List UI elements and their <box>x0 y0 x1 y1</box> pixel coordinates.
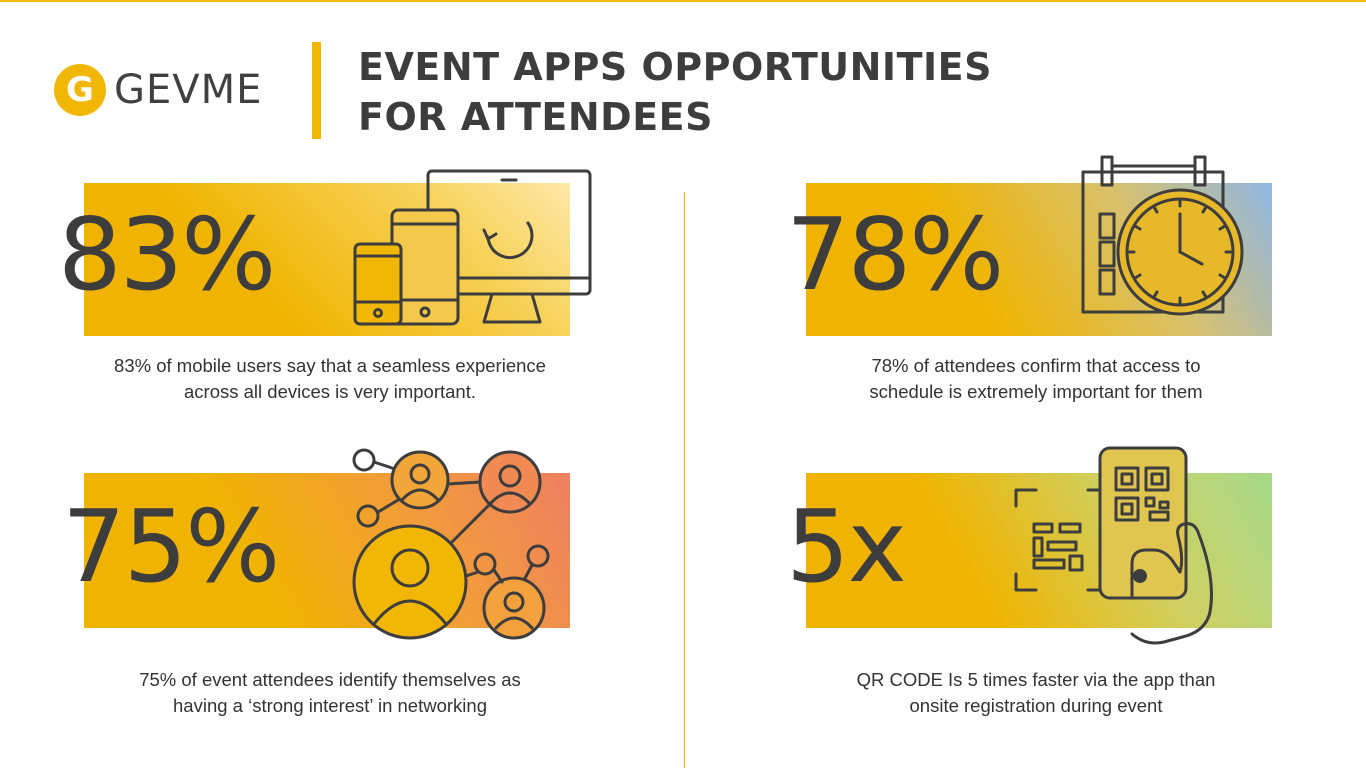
logo-mark: G <box>54 64 106 116</box>
stat-band-4 <box>806 473 1272 628</box>
column-divider <box>684 192 685 768</box>
logo-text: GEVME <box>114 67 263 113</box>
stat-description-1-line-1: 83% of mobile users say that a seamless … <box>114 355 546 376</box>
stat-description-3-line-2: having a ‘strong interest’ in networking <box>173 695 487 716</box>
stat-description-1-line-2: across all devices is very important. <box>184 381 476 402</box>
stat-description-2-line-2: schedule is extremely important for them <box>869 381 1203 402</box>
title-divider <box>312 42 321 139</box>
devices-icon <box>352 168 597 333</box>
title-line-1: EVENT APPS OPPORTUNITIES <box>358 45 992 89</box>
stat-description-4: QR CODE Is 5 times faster via the app th… <box>756 667 1316 719</box>
stat-description-3-line-1: 75% of event attendees identify themselv… <box>139 669 521 690</box>
stat-value-1: 83% <box>58 196 276 313</box>
gevme-logo: G GEVME <box>54 64 262 116</box>
logo-letter: G <box>66 70 94 110</box>
stat-description-3: 75% of event attendees identify themselv… <box>40 667 620 719</box>
schedule-clock-icon <box>1080 154 1250 324</box>
stat-value-4: 5x <box>786 488 907 605</box>
qr-phone-icon <box>1012 446 1237 651</box>
stat-description-2-line-1: 78% of attendees confirm that access to <box>871 355 1201 376</box>
stat-value-2: 78% <box>786 196 1004 313</box>
stat-description-4-line-2: onsite registration during event <box>909 695 1163 716</box>
stat-description-1: 83% of mobile users say that a seamless … <box>40 353 620 405</box>
networking-icon <box>350 446 560 651</box>
stat-description-2: 78% of attendees confirm that access to … <box>756 353 1316 405</box>
title-line-2: FOR ATTENDEES <box>358 95 714 139</box>
page-title: EVENT APPS OPPORTUNITIES FOR ATTENDEES <box>358 42 992 142</box>
top-accent-line <box>0 0 1366 2</box>
stat-value-3: 75% <box>62 488 280 605</box>
stat-description-4-line-1: QR CODE Is 5 times faster via the app th… <box>856 669 1216 690</box>
stat-band-1 <box>84 183 570 336</box>
